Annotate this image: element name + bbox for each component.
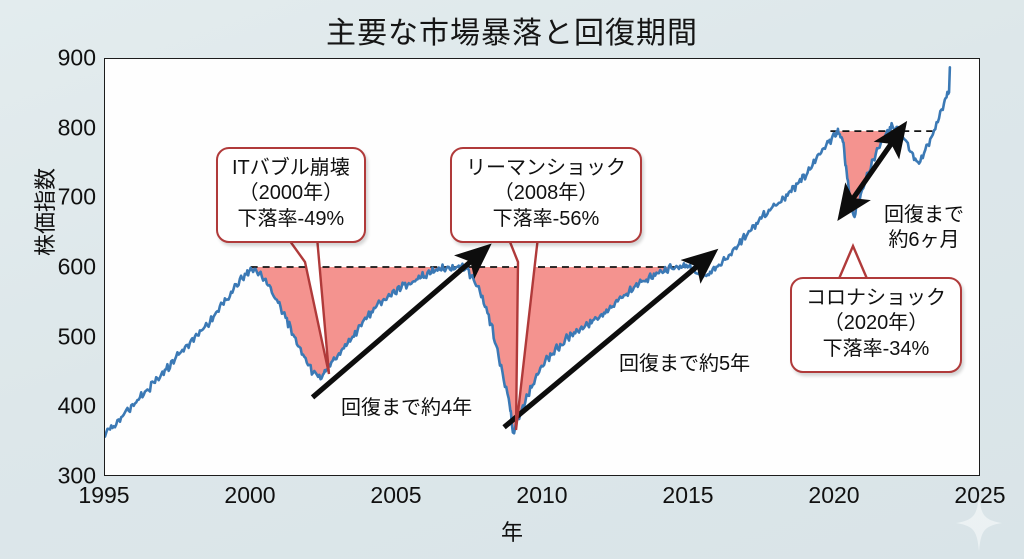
- x-tick-2005: 2005: [370, 482, 422, 508]
- callout-dotcom[interactable]: ITバブル崩壊 （2000年） 下落率-49%: [216, 147, 366, 244]
- arrow-corona-recovery: [837, 120, 908, 222]
- callout-dotcom-title: ITバブル崩壊: [232, 157, 350, 179]
- callout-lehman-year: （2008年）: [493, 182, 599, 205]
- recovery-label-lehman: 回復まで約5年: [619, 353, 751, 375]
- recovery-label-corona-line2: 約6ヶ月: [888, 229, 960, 251]
- plot-area: [104, 58, 980, 476]
- y-tick-300: 300: [57, 462, 96, 489]
- page-title: 主要な市場暴落と回復期間: [326, 17, 698, 50]
- callout-lehman-title: リーマンショック: [466, 157, 626, 179]
- callout-corona-title: コロナショック: [806, 287, 946, 309]
- y-axis-ticks: 900 800 700 600 500 400 300: [8, 45, 96, 489]
- callout-lehman-decline: 下落率-56%: [492, 207, 600, 230]
- drawdown-area-lehman: [468, 267, 689, 434]
- y-tick-500: 500: [57, 323, 96, 350]
- x-tick-2000: 2000: [224, 482, 276, 508]
- y-tick-700: 700: [57, 183, 96, 210]
- x-axis-ticks: 1995 2000 2005 2010 2015 2020 2025: [78, 482, 1005, 516]
- x-tick-2015: 2015: [662, 482, 714, 508]
- y-axis-label: 株価指数: [33, 168, 58, 257]
- x-tick-2010: 2010: [516, 482, 568, 508]
- x-tick-2020: 2020: [808, 482, 860, 508]
- y-tick-900: 900: [57, 44, 96, 71]
- y-tick-800: 800: [57, 114, 96, 141]
- x-tick-2025: 2025: [954, 482, 1006, 508]
- price-chart-svg: [105, 66, 952, 438]
- recovery-label-dotcom: 回復まで約4年: [341, 397, 473, 419]
- arrow-dotcom-recovery: [310, 243, 492, 400]
- x-tick-1995: 1995: [78, 482, 130, 508]
- callout-lehman[interactable]: リーマンショック （2008年） 下落率-56%: [450, 147, 642, 244]
- callout-dotcom-year: （2000年）: [238, 182, 344, 205]
- y-tick-400: 400: [57, 392, 96, 419]
- recovery-label-corona: 回復まで 約6ヶ月: [884, 203, 964, 253]
- recovery-label-corona-line1: 回復まで: [884, 204, 964, 226]
- callout-corona-year: （2020年）: [823, 312, 929, 335]
- callout-dotcom-decline: 下落率-49%: [237, 207, 345, 230]
- y-tick-600: 600: [57, 253, 96, 280]
- x-axis-label: 年: [500, 520, 523, 545]
- callout-corona[interactable]: コロナショック （2020年） 下落率-34%: [790, 277, 962, 374]
- callout-corona-decline: 下落率-34%: [822, 337, 930, 360]
